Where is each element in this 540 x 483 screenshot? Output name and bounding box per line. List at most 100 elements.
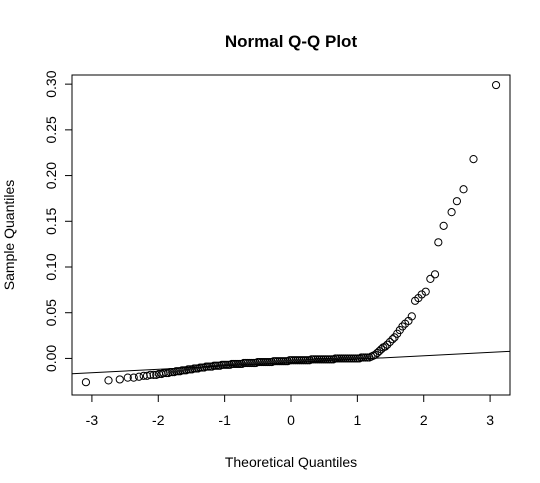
data-point (261, 357, 270, 367)
data-point (205, 362, 215, 371)
data-point (186, 365, 195, 374)
x-axis-label: Theoretical Quantiles (225, 454, 357, 470)
data-point (223, 360, 233, 369)
data-point (347, 354, 356, 363)
data-point (359, 353, 368, 362)
data-point (381, 342, 390, 351)
data-point (231, 359, 241, 369)
data-points (81, 80, 501, 387)
data-point (115, 375, 124, 384)
data-point (123, 373, 132, 382)
data-point (331, 354, 340, 363)
data-point (269, 357, 278, 366)
data-point (239, 358, 248, 368)
data-point (385, 337, 394, 347)
data-point (172, 367, 181, 376)
data-point (229, 359, 239, 369)
data-point (217, 360, 227, 369)
data-point (430, 270, 440, 279)
data-point (383, 340, 392, 349)
data-point (313, 355, 322, 364)
data-point (349, 354, 358, 363)
y-axis: 0.00 0.05 0.10 0.15 0.20 0.25 0.30 (43, 70, 72, 372)
data-point (166, 368, 175, 377)
data-point (291, 356, 300, 365)
y-axis-label: Sample Quantiles (1, 180, 17, 291)
data-point (81, 378, 91, 387)
y-tick-label: 0.05 (43, 299, 59, 326)
data-point (361, 353, 370, 362)
data-point (345, 354, 354, 363)
data-point (213, 361, 223, 370)
data-point (180, 366, 189, 375)
y-tick-label: 0.00 (43, 345, 59, 372)
data-point (434, 238, 443, 247)
data-point (323, 355, 332, 364)
data-point (301, 356, 310, 365)
data-point (241, 358, 250, 368)
data-point (426, 274, 435, 283)
x-tick-label: -3 (86, 412, 99, 428)
data-point (211, 361, 221, 370)
data-point (388, 335, 397, 344)
data-point (201, 362, 211, 371)
data-point (233, 359, 243, 369)
data-point (351, 354, 360, 363)
data-point (343, 354, 352, 363)
data-point (325, 355, 334, 364)
data-point (303, 356, 312, 365)
y-tick-label: 0.20 (43, 162, 59, 189)
data-point (235, 359, 244, 369)
y-tick-label: 0.10 (43, 253, 59, 280)
data-point (452, 197, 462, 206)
data-point (357, 353, 366, 362)
data-point (168, 368, 177, 377)
plot-frame (71, 74, 511, 396)
data-point (146, 370, 155, 379)
data-point (162, 368, 171, 378)
data-point (245, 358, 254, 368)
data-point (277, 357, 286, 366)
data-point (263, 357, 272, 367)
data-point (439, 221, 448, 230)
data-point (398, 322, 407, 331)
x-tick-label: 0 (287, 412, 295, 428)
data-point (149, 370, 158, 379)
data-point (317, 355, 326, 364)
data-point (459, 185, 468, 194)
data-point (195, 363, 205, 372)
data-point (469, 155, 478, 164)
data-point (421, 287, 430, 296)
data-point (221, 360, 231, 369)
x-tick-label: -1 (218, 412, 231, 428)
y-tick-label: 0.15 (43, 207, 59, 234)
data-point (339, 354, 348, 363)
data-point (335, 354, 344, 363)
data-point (249, 358, 258, 368)
data-point (299, 356, 308, 365)
data-point (285, 356, 294, 365)
data-point (407, 312, 416, 321)
data-point (174, 367, 183, 376)
data-point (273, 357, 282, 366)
data-point (257, 357, 266, 367)
data-point (253, 357, 262, 367)
data-point (307, 355, 316, 364)
data-point (297, 356, 306, 365)
data-point (190, 364, 199, 373)
data-point (247, 358, 256, 368)
data-point (281, 357, 290, 366)
data-point (275, 357, 284, 366)
data-point (333, 354, 342, 363)
data-point (104, 376, 113, 385)
data-point (353, 354, 362, 363)
data-point (279, 357, 288, 366)
y-tick-label: 0.25 (43, 116, 59, 143)
data-point (255, 357, 264, 367)
data-point (309, 355, 318, 364)
data-point (203, 362, 213, 371)
data-point (295, 356, 304, 365)
data-point (271, 357, 280, 366)
data-point (192, 364, 201, 373)
